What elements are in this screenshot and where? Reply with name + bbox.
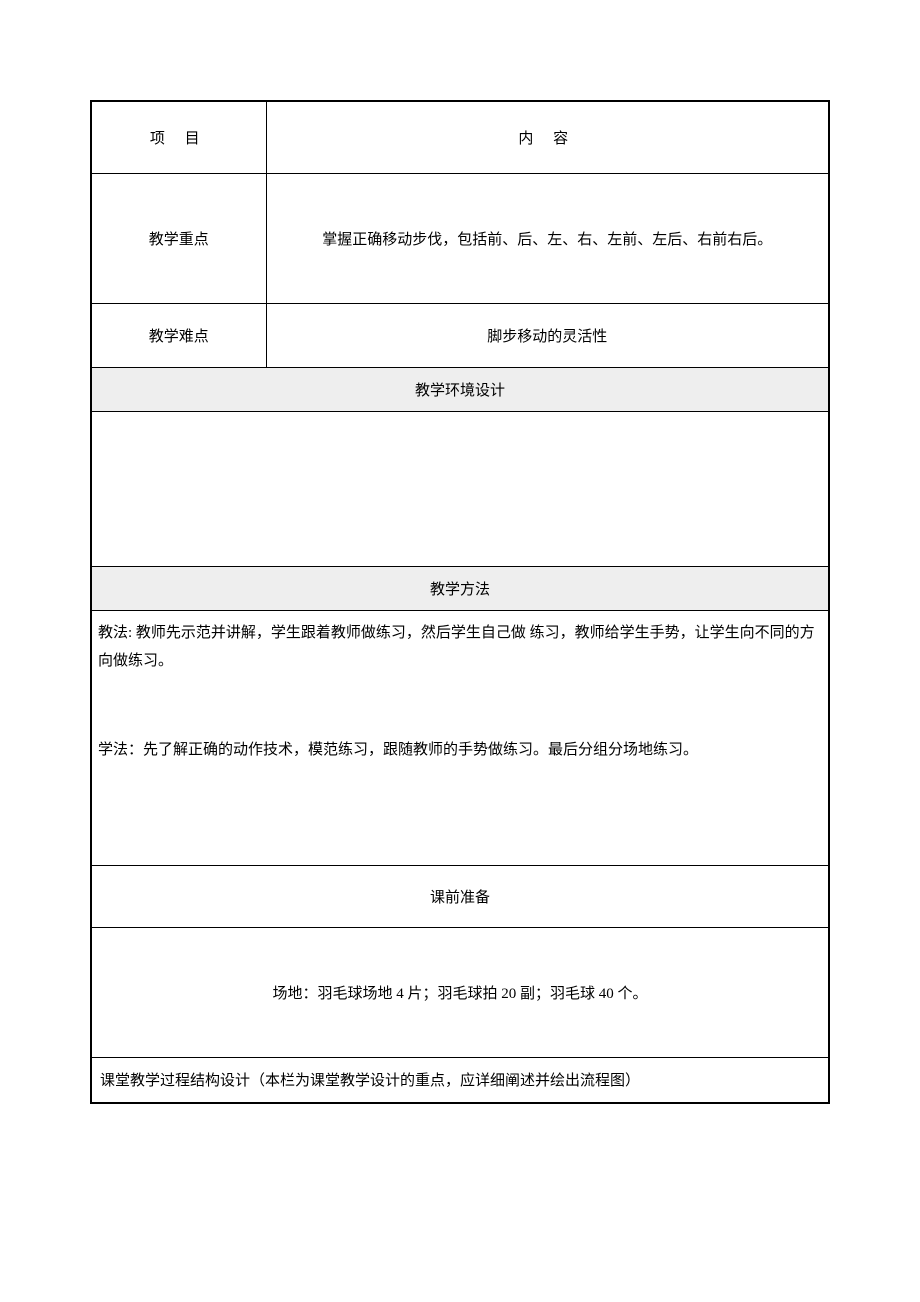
header-content: 内 容 bbox=[266, 101, 829, 173]
preparation-header: 课前准备 bbox=[91, 865, 829, 927]
method-header: 教学方法 bbox=[91, 566, 829, 610]
header-row: 项 目 内 容 bbox=[91, 101, 829, 173]
difficulty-content: 脚步移动的灵活性 bbox=[266, 303, 829, 367]
difficulty-row: 教学难点 脚步移动的灵活性 bbox=[91, 303, 829, 367]
header-project: 项 目 bbox=[91, 101, 266, 173]
environment-header: 教学环境设计 bbox=[91, 367, 829, 411]
focus-row: 教学重点 掌握正确移动步伐，包括前、后、左、右、左前、左后、右前右后。 bbox=[91, 173, 829, 303]
preparation-content-row: 场地：羽毛球场地 4 片；羽毛球拍 20 副；羽毛球 40 个。 bbox=[91, 927, 829, 1057]
process-row: 课堂教学过程结构设计（本栏为课堂教学设计的重点，应详细阐述并绘出流程图） bbox=[91, 1057, 829, 1103]
difficulty-label: 教学难点 bbox=[91, 303, 266, 367]
focus-content: 掌握正确移动步伐，包括前、后、左、右、左前、左后、右前右后。 bbox=[266, 173, 829, 303]
teaching-method: 教法: 教师先示范并讲解，学生跟着教师做练习，然后学生自己做 练习，教师给学生手… bbox=[98, 619, 822, 676]
preparation-header-row: 课前准备 bbox=[91, 865, 829, 927]
process-content: 课堂教学过程结构设计（本栏为课堂教学设计的重点，应详细阐述并绘出流程图） bbox=[91, 1057, 829, 1103]
preparation-content: 场地：羽毛球场地 4 片；羽毛球拍 20 副；羽毛球 40 个。 bbox=[91, 927, 829, 1057]
method-header-row: 教学方法 bbox=[91, 566, 829, 610]
method-content-row: 教法: 教师先示范并讲解，学生跟着教师做练习，然后学生自己做 练习，教师给学生手… bbox=[91, 610, 829, 865]
environment-content bbox=[91, 411, 829, 566]
lesson-plan-table: 项 目 内 容 教学重点 掌握正确移动步伐，包括前、后、左、右、左前、左后、右前… bbox=[90, 100, 830, 1104]
environment-header-row: 教学环境设计 bbox=[91, 367, 829, 411]
environment-content-row bbox=[91, 411, 829, 566]
method-content: 教法: 教师先示范并讲解，学生跟着教师做练习，然后学生自己做 练习，教师给学生手… bbox=[91, 610, 829, 865]
learning-method: 学法：先了解正确的动作技术，模范练习，跟随教师的手势做练习。最后分组分场地练习。 bbox=[98, 736, 822, 765]
focus-label: 教学重点 bbox=[91, 173, 266, 303]
